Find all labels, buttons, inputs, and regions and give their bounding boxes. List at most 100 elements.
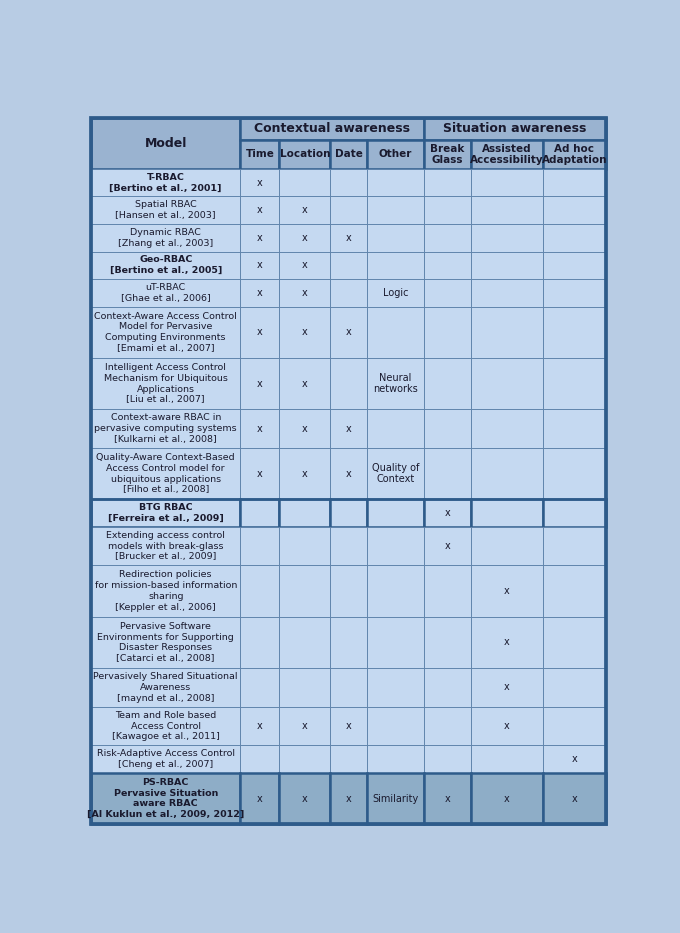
Bar (279, 668, 330, 706)
Bar (240, 527, 279, 565)
Text: x: x (504, 637, 510, 648)
Bar (91, 118, 240, 169)
Bar (471, 499, 543, 527)
Bar (330, 773, 367, 824)
Bar (330, 358, 367, 410)
Bar (543, 527, 606, 565)
Text: x: x (302, 468, 308, 479)
Bar (91, 224, 240, 252)
Bar (543, 499, 606, 527)
Bar (240, 499, 279, 527)
Bar (91, 668, 240, 706)
Text: Geo-RBAC
[Bertino et al., 2005]: Geo-RBAC [Bertino et al., 2005] (109, 256, 222, 275)
Bar (330, 565, 367, 617)
Bar (91, 307, 240, 358)
Bar (424, 745, 471, 773)
Text: x: x (302, 424, 308, 434)
Text: x: x (302, 379, 308, 389)
Bar (543, 448, 606, 499)
Text: x: x (302, 327, 308, 338)
Text: x: x (302, 288, 308, 298)
Bar (543, 706, 606, 745)
Text: Contextual awareness: Contextual awareness (254, 122, 410, 135)
Text: x: x (504, 586, 510, 596)
Bar (279, 499, 330, 527)
Bar (240, 410, 279, 448)
Bar (330, 140, 367, 169)
Bar (424, 197, 471, 224)
Bar (240, 140, 279, 169)
Text: Ad hoc
Adaptation: Ad hoc Adaptation (542, 144, 607, 165)
Bar (240, 224, 279, 252)
Bar (279, 745, 330, 773)
Bar (367, 252, 424, 279)
Bar (279, 224, 330, 252)
Bar (424, 358, 471, 410)
Bar (279, 565, 330, 617)
Bar (543, 279, 606, 307)
Bar (330, 745, 367, 773)
Bar (330, 617, 367, 668)
Text: T-RBAC
[Bertino et al., 2001]: T-RBAC [Bertino et al., 2001] (109, 173, 222, 192)
Bar (367, 668, 424, 706)
Bar (367, 565, 424, 617)
Text: Spatial RBAC
[Hansen et al., 2003]: Spatial RBAC [Hansen et al., 2003] (116, 201, 216, 220)
Text: x: x (257, 288, 262, 298)
Bar (543, 565, 606, 617)
Text: x: x (257, 793, 262, 803)
Text: x: x (346, 793, 352, 803)
Text: x: x (346, 468, 352, 479)
Bar (367, 410, 424, 448)
Text: Quality-Aware Context-Based
Access Control model for
ubiquitous applications
[Fi: Quality-Aware Context-Based Access Contr… (97, 453, 235, 494)
Bar (367, 773, 424, 824)
Bar (367, 448, 424, 499)
Bar (240, 169, 279, 197)
Bar (330, 224, 367, 252)
Text: x: x (504, 682, 510, 692)
Bar (367, 706, 424, 745)
Bar (279, 140, 330, 169)
Text: Assisted
Accessibility: Assisted Accessibility (470, 144, 544, 165)
Bar (543, 140, 606, 169)
Text: x: x (346, 327, 352, 338)
Bar (367, 197, 424, 224)
Bar (471, 307, 543, 358)
Bar (543, 307, 606, 358)
Bar (543, 197, 606, 224)
Bar (424, 252, 471, 279)
Bar (240, 252, 279, 279)
Text: Similarity: Similarity (373, 793, 419, 803)
Bar (543, 224, 606, 252)
Bar (91, 706, 240, 745)
Bar (471, 527, 543, 565)
Bar (279, 410, 330, 448)
Bar (330, 169, 367, 197)
Bar (471, 617, 543, 668)
Text: Date: Date (335, 149, 363, 160)
Bar (424, 118, 606, 140)
Bar (543, 169, 606, 197)
Bar (543, 773, 606, 824)
Bar (424, 410, 471, 448)
Text: x: x (257, 721, 262, 731)
Text: x: x (445, 508, 450, 518)
Bar (279, 279, 330, 307)
Text: x: x (257, 424, 262, 434)
Bar (330, 499, 367, 527)
Bar (424, 224, 471, 252)
Bar (330, 410, 367, 448)
Bar (279, 617, 330, 668)
Bar (91, 410, 240, 448)
Bar (424, 140, 471, 169)
Bar (240, 197, 279, 224)
Bar (543, 410, 606, 448)
Bar (543, 252, 606, 279)
Text: Neural
networks: Neural networks (373, 373, 418, 395)
Bar (471, 410, 543, 448)
Bar (330, 527, 367, 565)
Text: x: x (257, 232, 262, 243)
Text: x: x (257, 379, 262, 389)
Bar (240, 448, 279, 499)
Bar (240, 706, 279, 745)
Text: Team and Role based
Access Control
[Kawagoe et al., 2011]: Team and Role based Access Control [Kawa… (112, 711, 220, 741)
